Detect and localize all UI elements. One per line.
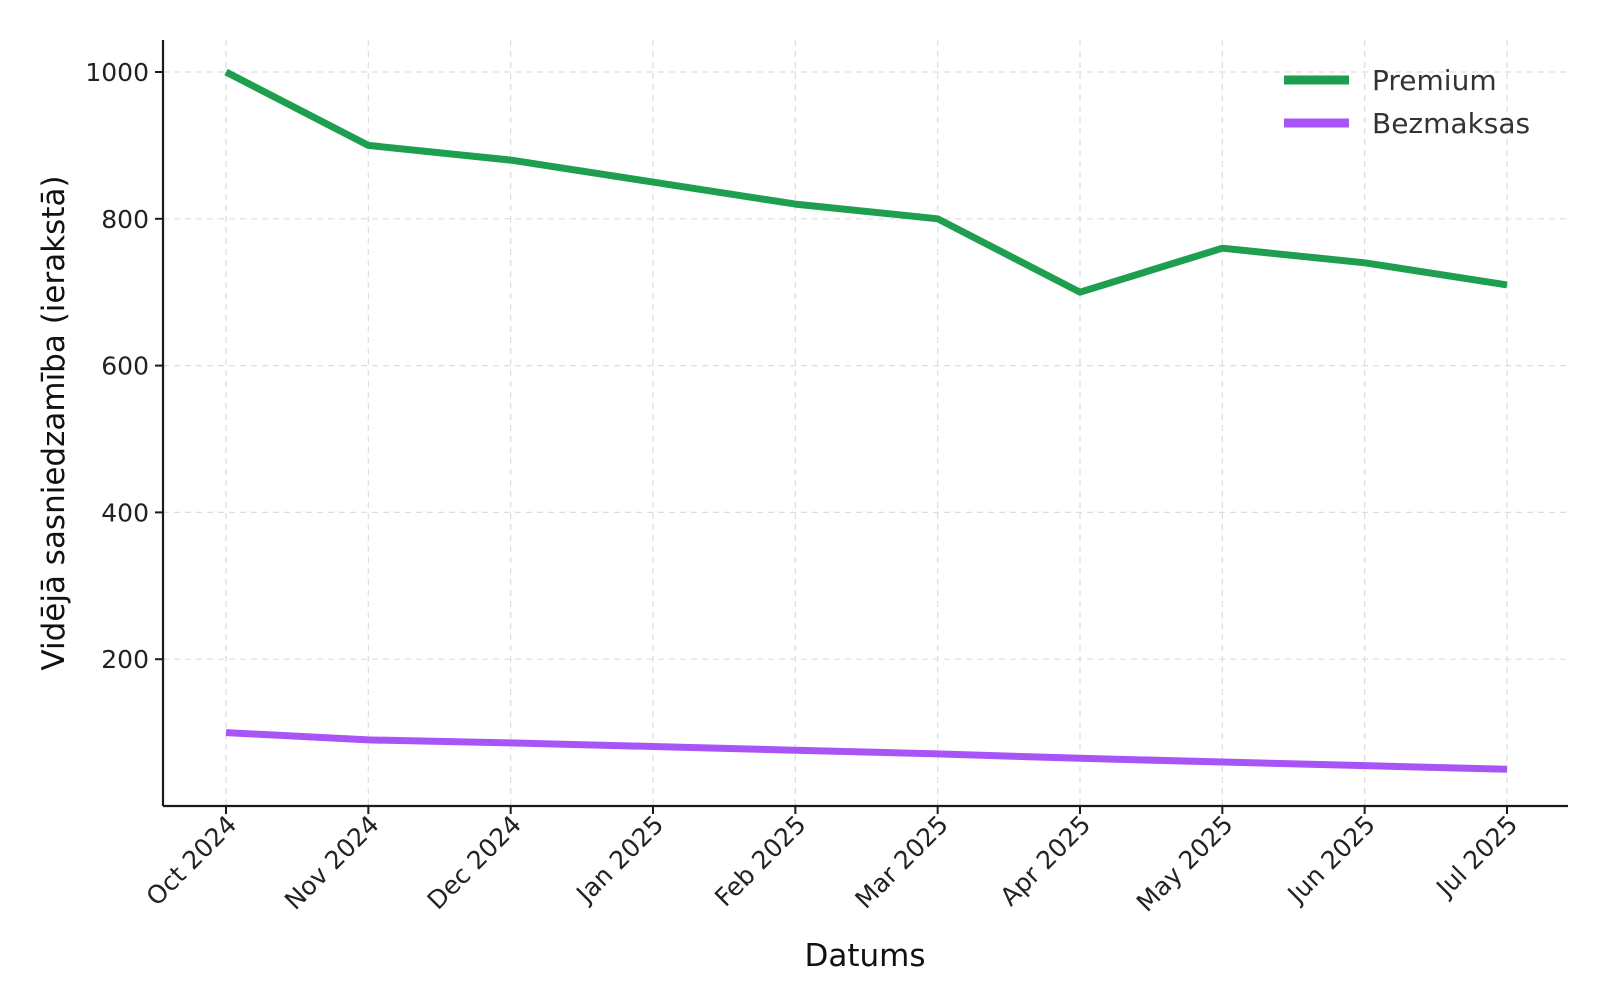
x-tick-label: Feb 2025 <box>709 810 811 912</box>
series-line-premium <box>224 68 1508 296</box>
series-line-bezmaksas <box>225 729 1508 773</box>
grid <box>163 40 1568 806</box>
axes <box>161 40 1568 808</box>
x-axis-title: Datums <box>804 938 925 974</box>
legend-label-premium: Premium <box>1372 64 1497 97</box>
x-tick-label: Oct 2024 <box>141 810 243 912</box>
legend-label-bezmaksas: Bezmaksas <box>1372 107 1530 140</box>
y-tick-label: 1000 <box>85 58 149 87</box>
x-tick-label: Jan 2025 <box>569 810 669 910</box>
x-tick-label: Jul 2025 <box>1429 810 1523 904</box>
x-tick-label: Jun 2025 <box>1281 810 1381 910</box>
y-tick-label: 400 <box>101 498 149 527</box>
y-tick-label: 800 <box>101 205 149 234</box>
y-tick-label: 200 <box>101 645 149 674</box>
x-ticks: Oct 2024 Nov 2024 Dec 2024 Jan 2025 Feb 2025… <box>141 806 1523 918</box>
x-tick-label: Apr 2025 <box>995 810 1097 912</box>
series-lines <box>224 68 1508 773</box>
x-tick-label: Nov 2024 <box>279 810 385 916</box>
y-ticks: 200 400 600 800 1000 <box>85 58 163 674</box>
legend: Premium Bezmaksas <box>1284 64 1530 140</box>
x-tick-label: May 2025 <box>1131 810 1239 918</box>
x-tick-label: Dec 2024 <box>422 810 527 915</box>
x-tick-label: Mar 2025 <box>849 810 953 914</box>
y-tick-label: 600 <box>101 352 149 381</box>
y-axis-title: Vidējā sasniedzamība (ierakstā) <box>36 175 72 670</box>
